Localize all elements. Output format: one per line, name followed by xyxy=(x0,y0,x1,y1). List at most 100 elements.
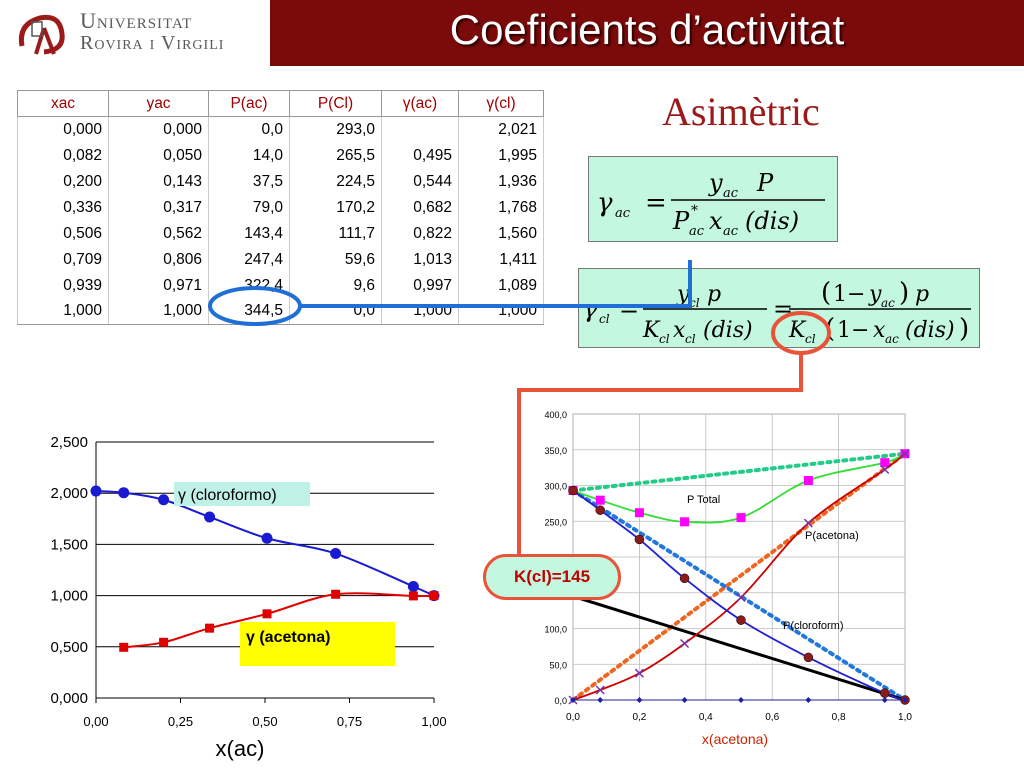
y-tick-label: 400,0 xyxy=(544,410,567,420)
table-cell: 0,562 xyxy=(108,220,209,247)
y-tick-label: 0,0 xyxy=(554,696,567,706)
data-point xyxy=(330,548,342,560)
table-row: 0,939 0,971 322,4 9,6 0,997 1,089 xyxy=(17,272,544,299)
table-cell: 247,4 xyxy=(208,246,290,273)
svg-text:cl: cl xyxy=(599,312,610,326)
svg-text:(: ( xyxy=(825,314,835,344)
svg-text:=: = xyxy=(619,295,639,323)
legend-box-cloroformo xyxy=(174,482,310,506)
svg-text:γ: γ xyxy=(583,295,598,323)
table-row: 0,082 0,050 14,0 265,5 0,495 1,995 xyxy=(17,142,544,169)
x-tick-label: 0,0 xyxy=(566,712,580,723)
svg-text:1−: 1− xyxy=(833,282,865,307)
table-row: 0,506 0,562 143,4 111,7 0,822 1,560 xyxy=(17,220,544,247)
table-cell: 0,000 xyxy=(17,116,109,143)
svg-text:y: y xyxy=(868,282,882,307)
table-header-row: xac yac P(ac) P(Cl) γ(ac) γ(cl) xyxy=(17,90,544,117)
svg-text:x: x xyxy=(709,207,723,235)
data-point xyxy=(634,534,645,545)
table-cell: 37,5 xyxy=(208,168,290,195)
table-cell: 293,0 xyxy=(289,116,382,143)
data-point xyxy=(408,591,418,601)
table-header-cell: P(ac) xyxy=(208,90,290,117)
svg-text:y: y xyxy=(676,282,690,307)
svg-text:p: p xyxy=(915,282,929,307)
table-cell: 0,544 xyxy=(381,168,459,195)
svg-text:p: p xyxy=(707,282,721,307)
svg-text:(: ( xyxy=(821,278,831,308)
table-cell: 0,200 xyxy=(17,168,109,195)
svg-text:P: P xyxy=(672,207,690,235)
svg-text:cl: cl xyxy=(805,332,816,346)
table-cell: 1,560 xyxy=(458,220,544,247)
table-header-cell: γ(ac) xyxy=(381,90,459,117)
table-body: 0,000 0,000 0,0 293,0 2,021 0,082 0,050 14,0 265… xyxy=(17,116,544,325)
kcl-value-label: K(cl)=145 xyxy=(483,554,621,600)
label-p-total: P Total xyxy=(687,494,720,506)
subtitle-asimetric: Asimètric xyxy=(662,89,820,134)
table-cell: 0,506 xyxy=(17,220,109,247)
table-header-cell: xac xyxy=(17,90,109,117)
table-cell: 344,5 xyxy=(208,298,290,325)
table-cell: 1,000 xyxy=(458,298,544,325)
y-tick-label: 300,0 xyxy=(544,482,567,492)
table-cell: 1,000 xyxy=(17,298,109,325)
table-cell: 0,939 xyxy=(17,272,109,299)
table-cell: 14,0 xyxy=(208,142,290,169)
table-cell: 0,082 xyxy=(17,142,109,169)
data-point xyxy=(736,592,746,602)
table-row: 0,000 0,000 0,0 293,0 2,021 xyxy=(17,116,544,143)
table-cell: 265,5 xyxy=(289,142,382,169)
table-cell: 0,971 xyxy=(108,272,209,299)
data-point xyxy=(429,591,439,601)
y-tick-label: 1,500 xyxy=(50,536,88,553)
data-point xyxy=(118,487,130,499)
table-row: 0,709 0,806 247,4 59,6 1,013 1,411 xyxy=(17,246,544,273)
table-cell: 1,995 xyxy=(458,142,544,169)
svg-text:): ) xyxy=(899,278,909,308)
data-point xyxy=(680,517,690,527)
y-tick-label: 100,0 xyxy=(544,625,567,635)
table-cell: 1,000 xyxy=(108,298,209,325)
x-tick-label: 0,2 xyxy=(632,712,646,723)
x-tick-label: 1,00 xyxy=(421,714,446,729)
svg-text:K: K xyxy=(642,318,661,343)
data-point xyxy=(159,637,169,647)
table-cell: 1,089 xyxy=(458,272,544,299)
svg-text:cl: cl xyxy=(685,332,696,346)
svg-text:ac: ac xyxy=(615,206,631,221)
data-point xyxy=(595,685,605,695)
legend-label-cloroformo: γ (cloroformo) xyxy=(178,487,277,504)
gamma-cl-equation: γ cl = y cl p K cl x cl (dis) = ( 1− y a… xyxy=(578,268,980,348)
table-cell: 0,0 xyxy=(208,116,290,143)
data-point xyxy=(634,508,644,518)
y-tick-label: 250,0 xyxy=(544,517,567,527)
y-tick-label: 50,0 xyxy=(549,660,567,670)
table-header-cell: P(Cl) xyxy=(289,90,382,117)
y-tick-label: 0,500 xyxy=(50,639,88,656)
data-point xyxy=(803,475,813,485)
slide-title: Coeficients d’activitat xyxy=(449,6,845,53)
svg-text:(dis): (dis) xyxy=(905,318,955,343)
title-bar: Coeficients d’activitat xyxy=(270,0,1024,66)
table-row: 0,336 0,317 79,0 170,2 0,682 1,768 xyxy=(17,194,544,221)
data-point xyxy=(879,688,890,698)
x-tick-label: 0,4 xyxy=(699,712,713,723)
data-point xyxy=(880,464,890,475)
svg-text:x: x xyxy=(873,318,886,343)
university-name-line2: Rovira i Virgili xyxy=(80,32,225,54)
y-tick-label: 2,500 xyxy=(50,434,88,451)
table-cell: 1,936 xyxy=(458,168,544,195)
label-p-acetona: P(acetona) xyxy=(805,530,859,542)
data-point xyxy=(90,485,102,497)
svg-text:γ: γ xyxy=(597,188,613,218)
table-cell: 170,2 xyxy=(289,194,382,221)
svg-text:(dis): (dis) xyxy=(745,207,799,235)
data-point xyxy=(595,505,605,515)
data-point xyxy=(331,589,341,599)
table-cell: 0,000 xyxy=(108,116,209,143)
table-cell: 1,000 xyxy=(381,298,459,325)
table-cell: 1,013 xyxy=(381,246,459,273)
table-cell: 111,7 xyxy=(289,220,382,247)
svg-text:cl: cl xyxy=(689,296,700,310)
